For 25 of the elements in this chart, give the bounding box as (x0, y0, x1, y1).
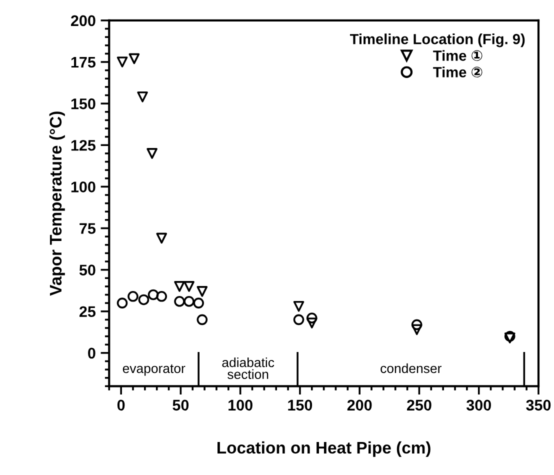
x-tick-label: 300 (466, 400, 491, 411)
legend-title: Timeline Location (Fig. 9) (350, 34, 525, 48)
legend-label: Time ① (433, 50, 482, 61)
y-tick-label: 0 (88, 348, 96, 359)
y-tick-label: 200 (70, 15, 96, 26)
x-tick-label: 350 (526, 400, 551, 411)
x-tick-label: 100 (228, 400, 252, 411)
y-tick-label: 175 (71, 57, 96, 68)
annotation: adiabatic section (222, 357, 274, 380)
legend-label: Time ② (433, 66, 482, 78)
y-tick-label: 50 (79, 264, 96, 276)
x-tick-label: 200 (347, 400, 372, 411)
x-axis-title: Location on Heat Pipe (cm) (218, 441, 430, 457)
x-tick-label: 150 (288, 400, 312, 411)
y-axis-title: Vapor Temperature (°C) (49, 112, 65, 296)
y-tick-label: 75 (80, 223, 96, 234)
y-tick-label: 150 (71, 98, 96, 110)
y-tick-label: 100 (71, 182, 96, 192)
annotation: evaporator (122, 364, 186, 376)
y-tick-label: 125 (71, 140, 96, 151)
y-tick-label: 25 (79, 306, 96, 318)
x-tick-label: 250 (407, 400, 432, 411)
x-tick-label: 50 (172, 400, 189, 411)
x-tick-label: 0 (117, 400, 125, 411)
annotation: condenser (380, 363, 442, 374)
